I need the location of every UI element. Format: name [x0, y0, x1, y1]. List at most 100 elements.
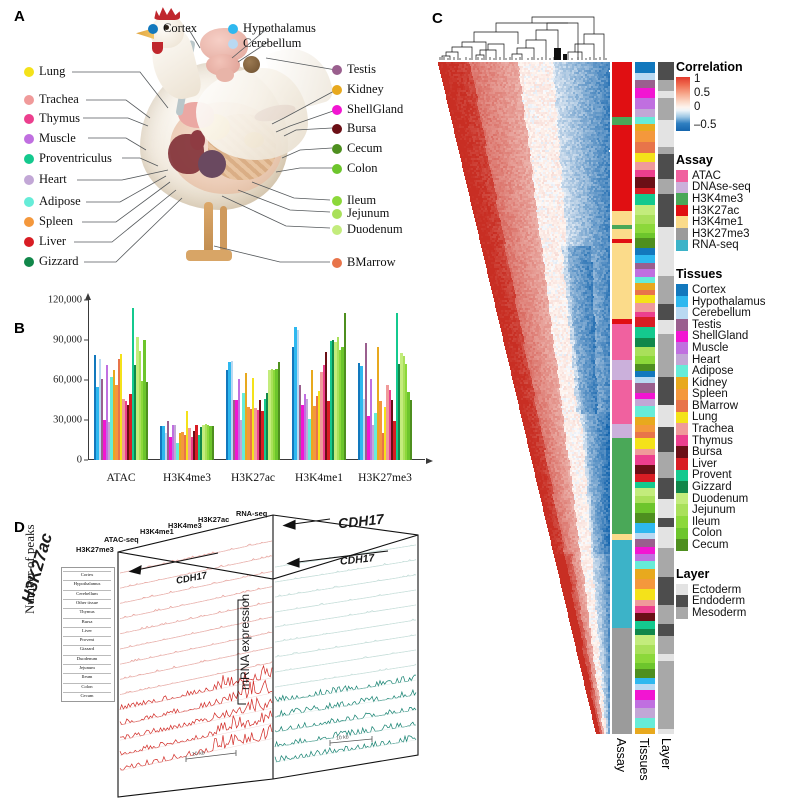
- heatmap-row: [566, 606, 610, 608]
- heatmap-row: [572, 632, 610, 634]
- heatmap-row: [541, 500, 610, 502]
- track-row-label-othertissue: Other tissue: [63, 598, 111, 605]
- tissues-legend-row[interactable]: Cecum: [676, 539, 786, 551]
- correlation-colorbar-ticks: 1 0.5 0 –0.5: [694, 73, 734, 131]
- heatmap-row: [594, 726, 610, 728]
- assay-annotation-segment: [612, 239, 632, 243]
- heatmap-row: [504, 346, 610, 348]
- heatmap-row: [470, 200, 610, 202]
- heatmap-row: [440, 74, 610, 76]
- chicken-leg-left: [204, 202, 213, 254]
- layer-annotation-segment: [658, 80, 674, 91]
- panel-b-peak-count-barchart: B Number of peaks 0 30,000 60,000 90,000 120…: [0, 292, 433, 614]
- heatmap-row: [480, 242, 610, 244]
- tissue-label-text: Ileum: [347, 193, 377, 207]
- heatmap-row: [565, 604, 610, 606]
- assay-legend-row[interactable]: H3K27ac: [676, 205, 786, 217]
- heatmap-row: [479, 240, 610, 242]
- tissues-legend-label: Thymus: [692, 434, 733, 447]
- heatmap-row: [538, 490, 610, 492]
- y-axis-line: [84, 293, 91, 460]
- layer-legend-row[interactable]: Mesoderm: [676, 607, 786, 619]
- assay-legend-row[interactable]: ATAC: [676, 170, 786, 182]
- heatmap-row: [543, 512, 610, 514]
- tissues-legend-row[interactable]: Testis: [676, 319, 786, 331]
- tissues-legend-row[interactable]: Jejunum: [676, 504, 786, 516]
- heatmap-row: [541, 502, 610, 504]
- heatmap-row: [590, 710, 610, 712]
- tissues-legend-row[interactable]: Ileum: [676, 516, 786, 528]
- chicken-illustration: [112, 7, 336, 290]
- tissues-legend-row[interactable]: ShellGland: [676, 330, 786, 342]
- tissues-legend-swatch: [676, 284, 688, 296]
- bar-h3k4me1-thymus: [322, 365, 325, 460]
- heatmap-row: [484, 260, 610, 262]
- heatmap-row: [520, 412, 610, 414]
- right-face-baseline-8: [274, 664, 417, 688]
- tissues-legend-row[interactable]: Heart: [676, 354, 786, 366]
- heatmap-row: [464, 176, 610, 178]
- tissues-annotation-segment: [635, 547, 655, 554]
- layer-legend-row[interactable]: Endoderm: [676, 595, 786, 607]
- tissues-annotation-segment: [635, 523, 655, 533]
- heatmap-row: [579, 664, 610, 666]
- heatmap-row: [527, 440, 610, 442]
- heatmap-row: [542, 504, 610, 506]
- heatmap-row: [536, 480, 610, 482]
- layer-legend-row[interactable]: Ectoderm: [676, 584, 786, 596]
- tissues-legend-row[interactable]: Hypothalamus: [676, 296, 786, 308]
- assay-legend-row[interactable]: DNAse-seq: [676, 181, 786, 193]
- layer-annotation-segment: [658, 436, 674, 452]
- tissues-legend-row[interactable]: Colon: [676, 527, 786, 539]
- heatmap-row: [559, 580, 610, 582]
- tissues-annotation-segment: [635, 88, 655, 98]
- heatmap-row: [510, 370, 610, 372]
- heatmap-row: [460, 156, 610, 158]
- heatmap-row: [555, 560, 610, 562]
- bar-h3k27ac-cortex: [225, 370, 229, 460]
- heatmap-row: [585, 690, 610, 692]
- tissues-legend-row[interactable]: Cerebellum: [676, 307, 786, 319]
- chicken-eye: [164, 25, 169, 30]
- tissues-legend-row[interactable]: Liver: [676, 458, 786, 470]
- tissues-legend-row[interactable]: Trachea: [676, 423, 786, 435]
- bar-atac-colon: [143, 340, 146, 460]
- tissues-legend-row[interactable]: Bursa: [676, 446, 786, 458]
- tissues-legend-row[interactable]: BMarrow: [676, 400, 786, 412]
- tissues-legend-row[interactable]: Muscle: [676, 342, 786, 354]
- tissues-legend-row[interactable]: Lung: [676, 411, 786, 423]
- tissues-legend-row[interactable]: Provent: [676, 469, 786, 481]
- tissues-legend-row[interactable]: Kidney: [676, 377, 786, 389]
- heatmap-row: [462, 164, 610, 166]
- bar-h3k27ac-hypothalamus: [228, 362, 231, 460]
- tissues-legend-row[interactable]: Gizzard: [676, 481, 786, 493]
- tissue-label-text: Testis: [347, 62, 376, 76]
- heatmap-row: [488, 276, 610, 278]
- heatmap-row: [554, 558, 610, 560]
- assay-legend-row[interactable]: H3K4me1: [676, 216, 786, 228]
- heatmap-row: [442, 80, 610, 82]
- heatmap-row: [515, 392, 610, 394]
- tissues-legend-row[interactable]: Cortex: [676, 284, 786, 296]
- layer-annotation-segment: [658, 478, 674, 499]
- tissue-label-hypothalamus: Hypothalamus: [228, 21, 316, 36]
- assay-legend-row[interactable]: RNA-seq: [676, 239, 786, 251]
- bar-h3k4me3-kidney: [178, 432, 182, 460]
- tissues-legend-items: Cortex Hypothalamus Cerebellum Testis ShellG…: [676, 284, 786, 551]
- front-face-baseline-6: [119, 632, 273, 665]
- tissues-legend-row[interactable]: Adipose: [676, 365, 786, 377]
- tissues-legend-row[interactable]: Thymus: [676, 435, 786, 447]
- heatmap-row: [507, 358, 610, 360]
- tissues-legend-row[interactable]: Spleen: [676, 388, 786, 400]
- heatmap-row: [483, 256, 610, 258]
- heatmap-row: [458, 148, 610, 150]
- layer-annotation-column: [658, 62, 674, 734]
- gene-direction-arrows: [128, 518, 389, 575]
- heatmap-row: [561, 588, 610, 590]
- assay-legend-row[interactable]: H3K27me3: [676, 228, 786, 240]
- tissues-legend-row[interactable]: Duodenum: [676, 493, 786, 505]
- assay-legend-row[interactable]: H3K4me3: [676, 193, 786, 205]
- heatmap-row: [446, 98, 610, 100]
- assay-legend-label: H3K27me3: [692, 227, 750, 240]
- bar-chart-plot-area: 0 30,000 60,000 90,000 120,000 ATAC H3K4me3 H3…: [48, 293, 433, 484]
